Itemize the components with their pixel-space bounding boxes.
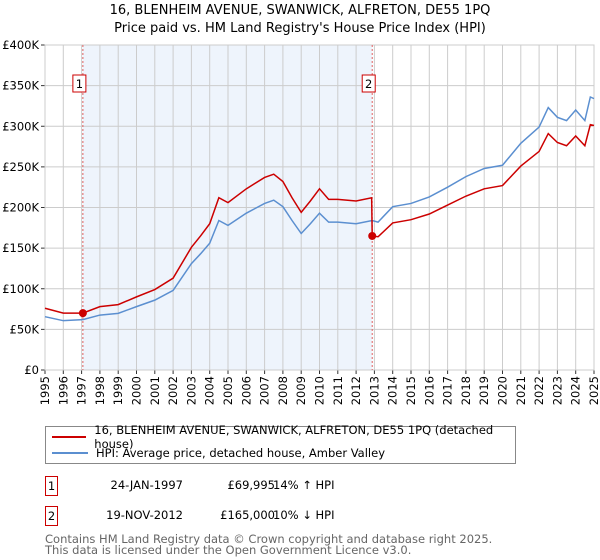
plot-border — [44, 44, 595, 371]
x-tick-label: 2013 — [367, 376, 381, 405]
legend-swatch-property — [52, 436, 87, 438]
x-tick-label: 2025 — [587, 376, 600, 405]
y-tick-label: £150K — [2, 241, 39, 255]
sale-hpi-diff: 10% ↓ HPI — [273, 508, 335, 522]
x-tick-label: 1998 — [93, 376, 107, 405]
property-price-line — [44, 123, 595, 314]
x-tick-label: 2016 — [422, 376, 436, 405]
x-tick-label: 1996 — [56, 376, 70, 405]
x-tick-label: 2002 — [166, 376, 180, 405]
x-tick-label: 2008 — [276, 376, 290, 405]
x-tick-label: 2003 — [184, 376, 198, 405]
legend-label-hpi: HPI: Average price, detached house, Ambe… — [96, 446, 385, 460]
x-tick-label: 2006 — [239, 376, 253, 405]
y-tick-label: £0 — [24, 363, 39, 377]
x-tick-label: 2004 — [203, 376, 217, 405]
y-tick-label: £350K — [2, 79, 39, 93]
sale-marker-box — [72, 74, 87, 93]
sale-price: £165,000 — [220, 508, 275, 522]
sale-point — [78, 309, 87, 318]
sale-marker-label: 2 — [365, 77, 372, 91]
hpi-line — [44, 95, 595, 322]
x-tick-label: 2014 — [386, 376, 400, 405]
chart-subtitle: Price paid vs. HM Land Registry's House … — [114, 21, 486, 36]
y-tick-label: £300K — [2, 119, 39, 133]
x-tick-label: 2021 — [514, 376, 528, 405]
x-tick-label: 2009 — [294, 376, 308, 405]
x-tick-label: 2000 — [130, 376, 144, 405]
legend-swatch-hpi — [52, 452, 88, 454]
x-tick-label: 2012 — [349, 376, 363, 405]
x-tick-label: 2007 — [258, 376, 272, 405]
sale-marker-label: 1 — [45, 476, 58, 496]
x-tick-label: 2011 — [331, 376, 345, 405]
sale-marker-label: 1 — [76, 77, 83, 91]
x-tick-label: 2023 — [550, 376, 564, 405]
sale-point — [368, 231, 377, 240]
x-tick-label: 1997 — [75, 376, 89, 405]
y-tick-label: £50K — [10, 322, 40, 336]
x-tick-label: 2015 — [404, 376, 418, 405]
y-tick-label: £200K — [2, 201, 39, 215]
x-tick-label: 2022 — [532, 376, 546, 405]
y-tick-label: £400K — [2, 38, 39, 52]
x-tick-label: 2020 — [496, 376, 510, 405]
plot-area: 1995 1996 1997 1998 1999 2000 2001 2002 2003 2004… — [2, 38, 600, 405]
sale-price: £69,995 — [227, 478, 275, 492]
x-tick-label: 1995 — [38, 376, 52, 405]
footer-copyright: Contains HM Land Registry data © Crown c… — [45, 532, 493, 546]
sale-date: 19-NOV-2012 — [106, 508, 183, 522]
x-tick-label: 2005 — [221, 376, 235, 405]
sale-hpi-diff: 14% ↑ HPI — [273, 478, 335, 492]
sale-marker-box — [361, 74, 376, 93]
x-tick-label: 2024 — [569, 376, 583, 405]
x-tick-label: 2001 — [148, 376, 162, 405]
y-tick-label: £250K — [2, 160, 39, 174]
chart-title: 16, BLENHEIM AVENUE, SWANWICK, ALFRETON,… — [109, 3, 491, 18]
x-tick-label: 1999 — [111, 376, 125, 405]
sale-row: 2 19-NOV-2012 £165,000 10% ↓ HPI — [45, 506, 445, 526]
x-tick-label: 2019 — [477, 376, 491, 405]
sale-row: 1 24-JAN-1997 £69,995 14% ↑ HPI — [45, 476, 445, 496]
legend-label-property: 16, BLENHEIM AVENUE, SWANWICK, ALFRETON,… — [94, 423, 494, 451]
sale-marker-label: 2 — [45, 506, 58, 526]
sale-date: 24-JAN-1997 — [110, 478, 184, 492]
legend: 16, BLENHEIM AVENUE, SWANWICK, ALFRETON,… — [45, 423, 516, 464]
x-tick-label: 2017 — [441, 376, 455, 405]
y-tick-label: £100K — [2, 282, 39, 296]
x-tick-label: 2018 — [459, 376, 473, 405]
footer-licence: This data is licensed under the Open Gov… — [45, 543, 412, 557]
x-tick-label: 2010 — [313, 376, 327, 405]
